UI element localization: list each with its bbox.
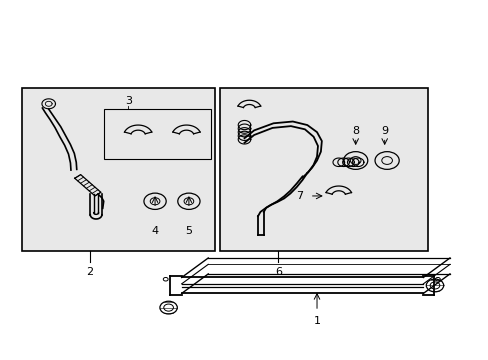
Polygon shape <box>22 88 215 251</box>
Text: 8: 8 <box>351 126 359 136</box>
Text: 6: 6 <box>274 267 281 277</box>
Polygon shape <box>220 88 427 251</box>
Text: 7: 7 <box>296 191 303 201</box>
Polygon shape <box>104 109 210 159</box>
Text: 9: 9 <box>380 126 387 136</box>
Text: 1: 1 <box>313 316 320 327</box>
Text: 5: 5 <box>185 226 192 236</box>
Text: 2: 2 <box>86 267 93 277</box>
Text: 4: 4 <box>151 226 158 236</box>
Text: 3: 3 <box>125 95 132 105</box>
